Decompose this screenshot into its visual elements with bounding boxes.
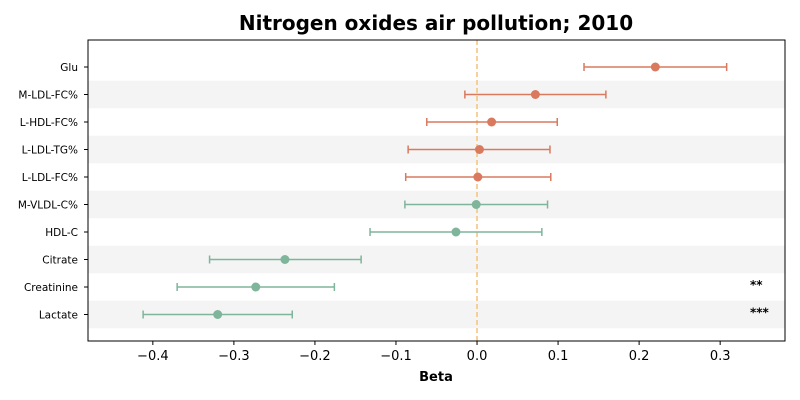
estimate-point (530, 90, 540, 99)
x-tick-label: 0.1 (548, 349, 569, 364)
estimate-point (471, 200, 481, 209)
y-tick-label: Citrate (42, 255, 78, 267)
estimate-point (280, 255, 290, 264)
row-band (88, 245, 785, 274)
estimate-m-ldl-fc- (464, 90, 607, 99)
estimate-point (650, 62, 660, 72)
x-tick-label: 0.0 (467, 349, 488, 364)
x-tick-label: −0.1 (380, 349, 412, 364)
estimate-point (473, 172, 483, 182)
estimate-l-ldl-fc- (404, 172, 552, 182)
estimate-point (474, 145, 484, 154)
estimate-point (487, 117, 497, 127)
y-tick-label: L-HDL-FC% (20, 117, 78, 129)
x-tick-label: −0.2 (299, 349, 331, 364)
y-tick-label: Creatinine (24, 282, 78, 294)
estimate-glu (583, 62, 728, 72)
y-axis: Glu M-LDL-FC% L-HDL-FC% L-LDL-TG% L-LDL-FC% M… (18, 62, 88, 322)
plot-frame (87, 39, 786, 342)
estimate-point (213, 310, 223, 319)
y-tick-label: HDL-C (45, 227, 78, 239)
y-tick-label: L-LDL-FC% (22, 172, 78, 184)
y-tick-label: M-VLDL-C% (18, 200, 78, 212)
estimate-lactate (142, 310, 293, 319)
estimate-citrate (208, 255, 362, 264)
y-tick-label: Lactate (39, 310, 78, 322)
chart-title: Nitrogen oxides air pollution; 2010 (239, 11, 633, 35)
x-tick-label: 0.2 (629, 349, 650, 364)
x-tick-label: 0.3 (710, 349, 731, 364)
y-tick-label: L-LDL-TG% (22, 145, 78, 157)
row-band (88, 80, 785, 109)
estimate-point (451, 227, 461, 237)
x-axis: −0.4 −0.3 −0.2 −0.1 0.0 0.1 0.2 0.3 (137, 341, 731, 364)
significance-marker: *** (750, 306, 770, 320)
estimate-point (251, 282, 261, 292)
estimate-creatinine (176, 282, 336, 292)
x-tick-label: −0.3 (218, 349, 250, 364)
estimate-l-hdl-fc- (426, 117, 559, 127)
y-tick-label: Glu (60, 62, 78, 74)
x-tick-label: −0.4 (137, 349, 169, 364)
significance-labels: ***** (750, 278, 770, 320)
data-marks (142, 62, 728, 319)
estimate-m-vldl-c- (404, 200, 549, 209)
significance-marker: ** (750, 278, 763, 292)
estimate-l-ldl-tg- (407, 145, 551, 154)
x-axis-label: Beta (419, 370, 453, 385)
y-tick-label: M-LDL-FC% (18, 90, 78, 102)
estimate-hdl-c (369, 227, 543, 237)
